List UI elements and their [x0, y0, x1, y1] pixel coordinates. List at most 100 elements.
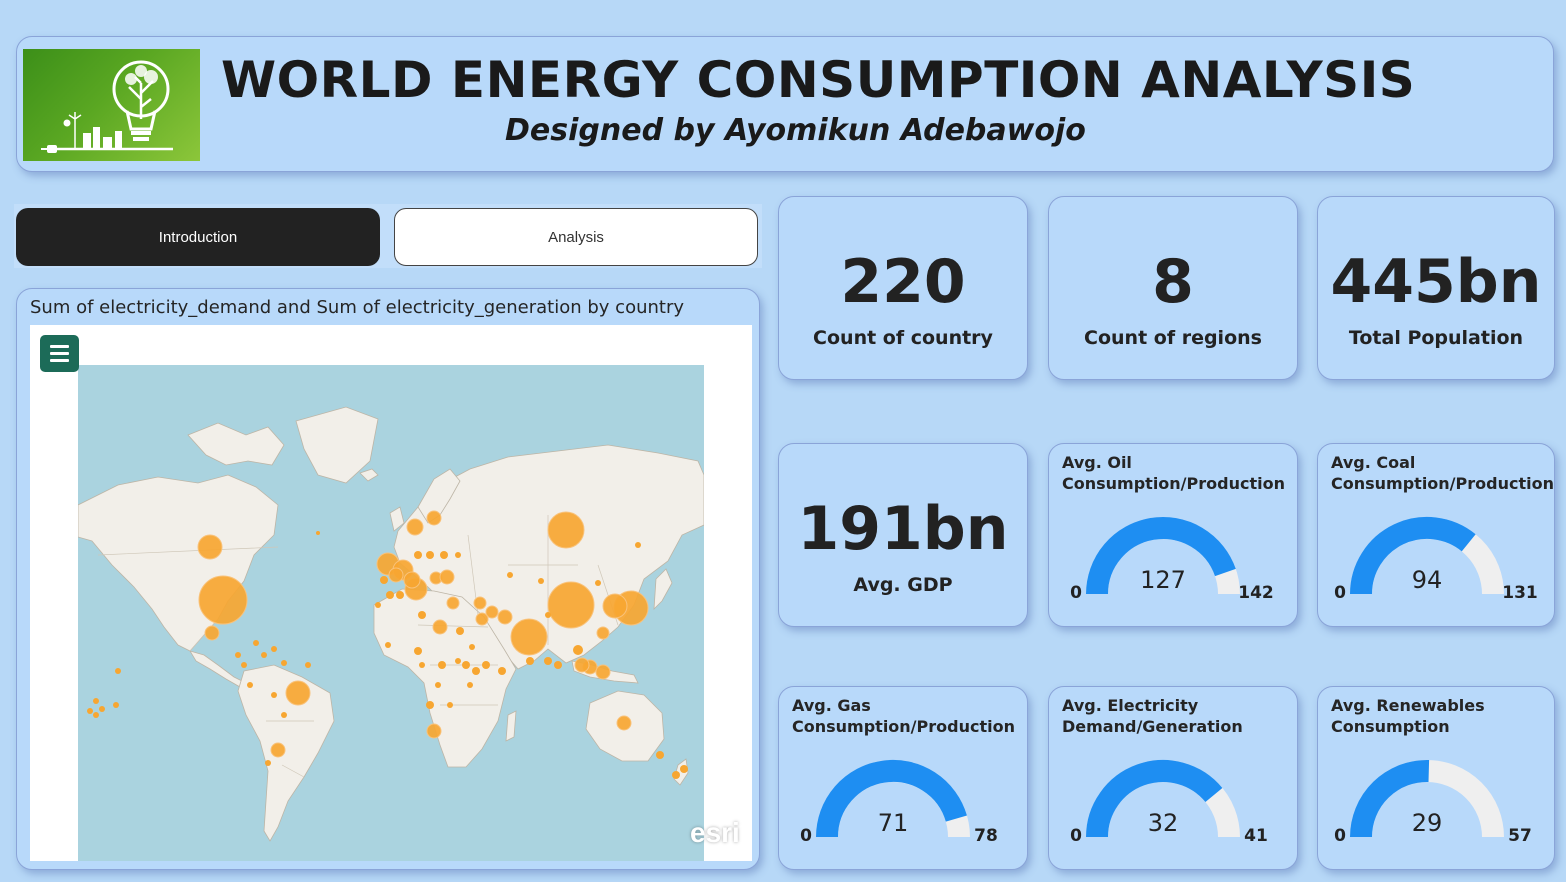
- country-bubble[interactable]: [247, 682, 253, 688]
- gauge-fill: [1086, 517, 1236, 595]
- gauge-card-oil: Avg. Oil Consumption/Production 127 0 142: [1048, 443, 1298, 627]
- country-bubble[interactable]: [526, 657, 534, 665]
- country-bubble[interactable]: [596, 626, 610, 640]
- map-frame[interactable]: esri: [30, 325, 752, 861]
- country-bubble[interactable]: [455, 552, 461, 558]
- country-bubble[interactable]: [198, 575, 248, 625]
- country-bubble[interactable]: [380, 576, 388, 584]
- country-bubble[interactable]: [285, 680, 311, 706]
- country-bubble[interactable]: [414, 551, 422, 559]
- kpi-value: 191bn: [797, 494, 1009, 564]
- gauge-chart: 32 0 41: [1070, 760, 1268, 846]
- country-bubble[interactable]: [87, 708, 93, 714]
- gauge-value: 94: [1412, 566, 1443, 594]
- country-bubble[interactable]: [672, 771, 680, 779]
- country-bubble[interactable]: [115, 668, 121, 674]
- country-bubble[interactable]: [472, 667, 480, 675]
- country-bubble[interactable]: [554, 661, 562, 669]
- gauge-value: 29: [1412, 809, 1443, 837]
- country-bubble[interactable]: [656, 751, 664, 759]
- country-bubble[interactable]: [435, 682, 441, 688]
- gauge-max-label: 57: [1508, 826, 1532, 846]
- gauge-title-text: Avg. Coal Consumption/Production: [1331, 453, 1554, 493]
- country-bubble[interactable]: [270, 742, 286, 758]
- country-bubble[interactable]: [426, 723, 442, 739]
- gauge-min-label: 0: [1070, 826, 1082, 846]
- country-bubble[interactable]: [204, 625, 220, 641]
- country-bubble[interactable]: [113, 702, 119, 708]
- country-bubble[interactable]: [616, 715, 632, 731]
- country-bubble[interactable]: [680, 765, 688, 773]
- country-bubble[interactable]: [462, 661, 470, 669]
- country-bubble[interactable]: [418, 611, 426, 619]
- country-bubble[interactable]: [403, 571, 421, 589]
- country-bubble[interactable]: [316, 531, 320, 535]
- hamburger-menu-icon[interactable]: [40, 335, 79, 372]
- country-bubble[interactable]: [426, 510, 442, 526]
- country-bubble[interactable]: [602, 593, 628, 619]
- country-bubble[interactable]: [197, 534, 223, 560]
- country-bubble[interactable]: [456, 627, 464, 635]
- country-bubble[interactable]: [538, 578, 544, 584]
- country-bubble[interactable]: [432, 619, 448, 635]
- country-bubble[interactable]: [414, 647, 422, 655]
- country-bubble[interactable]: [281, 660, 287, 666]
- country-bubble[interactable]: [406, 518, 424, 536]
- country-bubble[interactable]: [439, 569, 455, 585]
- country-bubble[interactable]: [281, 712, 287, 718]
- country-bubble[interactable]: [388, 567, 404, 583]
- country-bubble[interactable]: [635, 542, 641, 548]
- country-bubble[interactable]: [426, 701, 434, 709]
- country-bubble[interactable]: [375, 602, 381, 608]
- country-bubble[interactable]: [426, 551, 434, 559]
- country-bubble[interactable]: [305, 662, 311, 668]
- country-bubble[interactable]: [485, 605, 499, 619]
- country-bubble[interactable]: [440, 551, 448, 559]
- country-bubble[interactable]: [271, 646, 277, 652]
- gauge-card-gas: Avg. Gas Consumption/Production 71 0 78: [778, 686, 1028, 870]
- country-bubble[interactable]: [595, 664, 611, 680]
- country-bubble[interactable]: [93, 698, 99, 704]
- country-bubble[interactable]: [595, 580, 601, 586]
- country-bubble[interactable]: [455, 658, 461, 664]
- introduction-button[interactable]: Introduction: [16, 208, 380, 266]
- gauge-title: Avg. Electricity Demand/Generation: [1062, 695, 1243, 737]
- country-bubble[interactable]: [545, 612, 551, 618]
- country-bubble[interactable]: [482, 661, 490, 669]
- country-bubble[interactable]: [235, 652, 241, 658]
- country-bubble[interactable]: [475, 612, 489, 626]
- header-banner: WORLD ENERGY CONSUMPTION ANALYSIS Design…: [16, 36, 1554, 172]
- gauge-min-label: 0: [1334, 583, 1346, 603]
- country-bubble[interactable]: [396, 591, 404, 599]
- country-bubble[interactable]: [446, 596, 460, 610]
- country-bubble[interactable]: [544, 657, 552, 665]
- country-bubble[interactable]: [419, 662, 425, 668]
- country-bubble[interactable]: [498, 667, 506, 675]
- country-bubble[interactable]: [99, 706, 105, 712]
- world-map[interactable]: [78, 365, 704, 861]
- kpi-label: Avg. GDP: [853, 574, 953, 596]
- country-bubble[interactable]: [438, 661, 446, 669]
- country-bubble[interactable]: [253, 640, 259, 646]
- kpi-card-population: 445bn Total Population: [1317, 196, 1555, 380]
- country-bubble[interactable]: [271, 692, 277, 698]
- country-bubble[interactable]: [574, 657, 590, 673]
- country-bubble[interactable]: [467, 682, 473, 688]
- country-bubble[interactable]: [473, 596, 487, 610]
- country-bubble[interactable]: [265, 760, 271, 766]
- country-bubble[interactable]: [497, 609, 513, 625]
- kpi-value: 220: [840, 247, 966, 317]
- country-bubble[interactable]: [261, 652, 267, 658]
- country-bubble[interactable]: [469, 644, 475, 650]
- country-bubble[interactable]: [547, 581, 595, 629]
- country-bubble[interactable]: [507, 572, 513, 578]
- country-bubble[interactable]: [385, 642, 391, 648]
- country-bubble[interactable]: [241, 662, 247, 668]
- country-bubble[interactable]: [573, 645, 583, 655]
- analysis-button[interactable]: Analysis: [394, 208, 758, 266]
- country-bubble[interactable]: [93, 712, 99, 718]
- country-bubble[interactable]: [447, 702, 453, 708]
- country-bubble[interactable]: [547, 511, 585, 549]
- country-bubble[interactable]: [386, 591, 394, 599]
- country-bubble[interactable]: [510, 618, 548, 656]
